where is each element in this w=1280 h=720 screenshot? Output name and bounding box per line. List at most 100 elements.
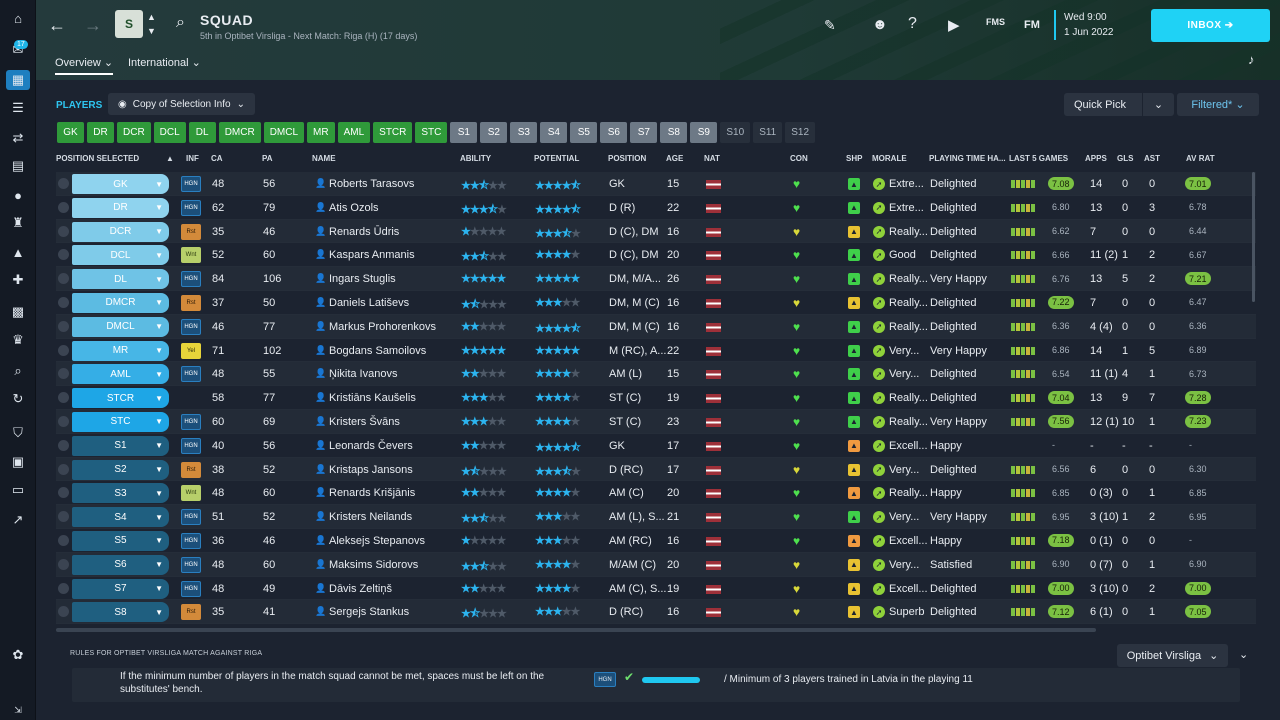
fm-icon[interactable]: FM [1024, 19, 1040, 31]
slot-s12[interactable]: S12 [785, 122, 816, 143]
slot-stc[interactable]: STC [415, 122, 448, 143]
row-select-checkbox[interactable] [58, 392, 69, 404]
col-nat[interactable]: NAT [704, 154, 720, 163]
forward-arrow-icon[interactable]: → [84, 15, 102, 35]
squad-nav-icon[interactable]: ▦ [6, 70, 30, 90]
table-row[interactable]: DCL ▼ Wnt 52 60 👤 Kaspars Anmanis ★★⯪★★ ★★★★★ D (… [56, 243, 1256, 268]
position-selector[interactable]: MR ▼ [72, 340, 169, 361]
row-select-checkbox[interactable] [58, 273, 69, 285]
row-select-checkbox[interactable] [58, 344, 69, 356]
col-inf[interactable]: INF [186, 154, 199, 163]
slot-dl[interactable]: DL [188, 122, 216, 143]
player-name[interactable]: Maksims Sidorovs [329, 558, 419, 571]
position-selector[interactable]: DMCR ▼ [72, 292, 169, 313]
edit-icon[interactable]: ✎ [824, 17, 836, 33]
club-icon[interactable]: ⛉ [13, 425, 23, 440]
col-position[interactable]: POSITION [608, 154, 647, 163]
table-row[interactable]: GK ▼ HGN 48 56 👤 Roberts Tarasovs ★★⯪★★ ★★★★⯪ GK 1… [56, 172, 1256, 196]
table-row[interactable]: STC ▼ HGN 60 69 👤 Kristers Švāns ★★★★★ ★★★★★ ST (… [56, 409, 1256, 434]
row-select-checkbox[interactable] [58, 201, 69, 213]
table-row[interactable]: AML ▼ HGN 48 55 👤 Ņikita Ivanovs ★★★★★ ★★★★★ AM (… [56, 362, 1256, 387]
col-age[interactable]: AGE [666, 154, 684, 163]
col-ast[interactable]: AST [1144, 154, 1160, 163]
row-select-checkbox[interactable] [58, 511, 69, 523]
slot-s9[interactable]: S9 [690, 122, 718, 143]
chevron-down-icon[interactable]: ▼ [147, 26, 156, 36]
position-selector[interactable]: S5 ▼ [72, 530, 169, 551]
player-name[interactable]: Daniels Latiševs [329, 296, 410, 309]
col-apps[interactable]: APPS [1085, 154, 1107, 163]
notification-icon[interactable]: ♪ [1248, 52, 1255, 67]
col-con[interactable]: CON [790, 154, 808, 163]
slot-s6[interactable]: S6 [600, 122, 628, 143]
table-row[interactable]: STCR ▼ 58 77 👤 Kristiāns Kaušelis ★★★★★ ★★★★★ ST… [56, 386, 1256, 410]
player-name[interactable]: Kristers Neilands [329, 511, 413, 524]
schedule-icon[interactable]: ▩ [11, 304, 25, 319]
player-name[interactable]: Renards Ūdris [329, 225, 400, 238]
row-select-checkbox[interactable] [58, 534, 69, 546]
player-name[interactable]: Bogdans Samoilovs [329, 344, 427, 357]
player-name[interactable]: Ņikita Ivanovs [329, 368, 398, 381]
row-select-checkbox[interactable] [58, 415, 69, 427]
position-selector[interactable]: DMCL ▼ [72, 316, 169, 337]
player-name[interactable]: Aleksejs Stepanovs [329, 534, 425, 547]
position-selector[interactable]: S7 ▼ [72, 578, 169, 599]
position-selector[interactable]: S1 ▼ [72, 435, 169, 456]
player-name[interactable]: Ingars Stuglis [329, 273, 396, 286]
row-select-checkbox[interactable] [58, 582, 69, 594]
chevron-down-icon[interactable]: ⌄ [1142, 93, 1174, 116]
table-row[interactable]: DR ▼ HGN 62 79 👤 Atis Ozols ★★★⯪★ ★★★★⯪ D (R) 22 ♥ ▲… [56, 196, 1256, 220]
position-selector[interactable]: S6 ▼ [72, 554, 169, 575]
row-select-checkbox[interactable] [58, 225, 69, 237]
row-select-checkbox[interactable] [58, 463, 69, 475]
row-select-checkbox[interactable] [58, 249, 69, 261]
slot-dcr[interactable]: DCR [117, 122, 151, 143]
slot-gk[interactable]: GK [57, 122, 84, 143]
copy-selection-dropdown[interactable]: ◉ Copy of Selection Info ⌄ [108, 93, 255, 115]
date-display[interactable]: Wed 9:00 1 Jun 2022 [1054, 10, 1114, 40]
position-selector[interactable]: S2 ▼ [72, 459, 169, 480]
col-gls[interactable]: GLS [1117, 154, 1134, 163]
table-row[interactable]: S7 ▼ HGN 48 49 👤 Dāvis Zeltiņš ★★★★★ ★★★★★ AM (C)… [56, 577, 1256, 601]
col-ability[interactable]: ABILITY [460, 154, 492, 163]
player-name[interactable]: Renards Krišjānis [329, 487, 416, 500]
collapse-chevron-icon[interactable]: ⌄ [1239, 649, 1249, 661]
position-selector[interactable]: DL ▼ [72, 269, 169, 290]
col-playing-time[interactable]: PLAYING TIME HA... [929, 154, 1006, 163]
slot-s3[interactable]: S3 [510, 122, 538, 143]
position-selector[interactable]: DCR ▼ [72, 221, 169, 242]
slot-s4[interactable]: S4 [540, 122, 568, 143]
row-select-checkbox[interactable] [58, 320, 69, 332]
player-name[interactable]: Roberts Tarasovs [329, 178, 415, 190]
vertical-scrollbar[interactable] [1252, 172, 1255, 302]
search-nav-icon[interactable]: ⌕ [14, 363, 22, 378]
table-row[interactable]: DMCL ▼ HGN 46 77 👤 Markus Prohorenkovs ★★★★★ ★★★… [56, 314, 1256, 339]
slot-aml[interactable]: AML [337, 122, 371, 143]
player-name[interactable]: Atis Ozols [329, 201, 379, 214]
row-select-checkbox[interactable] [58, 296, 69, 308]
tactics-icon[interactable]: ▤ [11, 158, 25, 173]
col-potential[interactable]: POTENTIAL [534, 154, 580, 163]
chevron-up-icon[interactable]: ▲ [147, 12, 156, 22]
table-row[interactable]: S8 ▼ Rst 35 41 👤 Sergejs Stankus ★⯪★★★ ★★★★★ D (R… [56, 600, 1256, 625]
table-row[interactable]: DL ▼ HGN 84 106 👤 Ingars Stuglis ★★★★★ ★★★★★ DM, … [56, 267, 1256, 291]
player-name[interactable]: Kristiāns Kaušelis [329, 392, 416, 405]
exit-icon[interactable]: ⇲ [14, 704, 22, 715]
slot-s8[interactable]: S8 [660, 122, 688, 143]
briefcase-icon[interactable]: ▣ [11, 454, 25, 469]
col-av-rat[interactable]: AV RAT [1186, 154, 1215, 163]
table-row[interactable]: S4 ▼ HGN 51 52 👤 Kristers Neilands ★★⯪★★ ★★★★★ AM… [56, 505, 1256, 529]
col-position-selected[interactable]: POSITION SELECTED [56, 154, 140, 163]
table-row[interactable]: DCR ▼ Rst 35 46 👤 Renards Ūdris ★★★★★ ★★★⯪★ D (C)… [56, 219, 1256, 244]
finances-icon[interactable]: ▭ [11, 482, 25, 497]
slot-s10[interactable]: S10 [720, 122, 751, 143]
medical-icon[interactable]: ✚ [12, 272, 24, 287]
table-row[interactable]: S5 ▼ HGN 36 46 👤 Aleksejs Stepanovs ★★★★★ ★★★★★ A… [56, 529, 1256, 553]
slot-stcr[interactable]: STCR [373, 122, 413, 143]
slot-s2[interactable]: S2 [480, 122, 508, 143]
position-selector[interactable]: STC ▼ [72, 411, 169, 432]
col-name[interactable]: NAME [312, 154, 336, 163]
skin-icon[interactable]: ☻ [872, 16, 888, 33]
trend-icon[interactable]: ↗ [12, 512, 24, 527]
inbox-button[interactable]: INBOX ➔ [1151, 9, 1270, 42]
